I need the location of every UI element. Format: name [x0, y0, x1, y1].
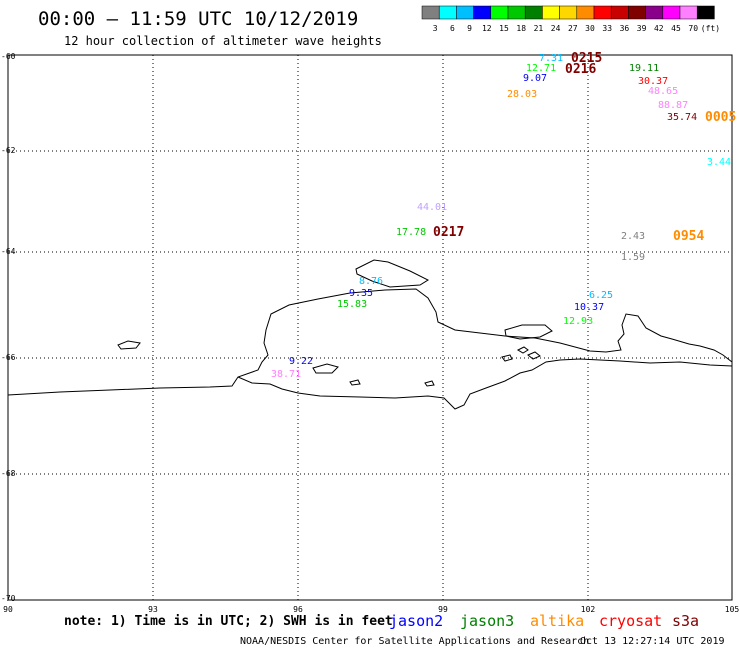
- credit-line: NOAA/NESDIS Center for Satellite Applica…: [240, 636, 589, 647]
- wave-height-label: 10.37: [574, 302, 604, 313]
- scale-label: 9: [467, 24, 472, 33]
- scale-swatch: [524, 5, 543, 20]
- pass-time-label: 0005: [705, 110, 736, 125]
- scale-label: 6: [450, 24, 455, 33]
- lon-label: 96: [293, 605, 303, 614]
- scale-label: 3: [433, 24, 438, 33]
- wave-height-label: 48.65: [648, 86, 678, 97]
- legend-cryosat: cryosat: [599, 612, 662, 630]
- wave-height-label: 3.44: [707, 157, 731, 168]
- wave-height-label: 12.93: [563, 316, 593, 327]
- scale-label: 24: [551, 24, 561, 33]
- scale-swatch: [473, 5, 492, 20]
- map-frame: [7, 54, 733, 601]
- scale-label: 39: [637, 24, 647, 33]
- timestamp: Oct 13 12:27:14 UTC 2019: [580, 636, 725, 647]
- scale-swatch: [576, 5, 595, 20]
- legend-jason2: jason2: [389, 612, 443, 630]
- scale-swatch: [490, 5, 509, 20]
- wave-height-label: 38.71: [271, 369, 301, 380]
- scale-label: 12: [482, 24, 492, 33]
- wave-height-label: 12.71: [526, 63, 556, 74]
- scale-swatch: [507, 5, 526, 20]
- scale-swatch: [456, 5, 474, 20]
- scale-swatch: [593, 5, 612, 20]
- wave-height-label: 44.01: [417, 202, 447, 213]
- wave-height-label: 17.78: [396, 227, 426, 238]
- coastline: [7, 259, 733, 410]
- lon-label: 99: [438, 605, 448, 614]
- scale-swatch: [610, 5, 629, 20]
- color-scale: 3 6 9 12 15 18 21 24 27 30 33 36 39 42 45 70 (ft): [421, 5, 720, 33]
- lon-label: 93: [148, 605, 158, 614]
- wave-height-label: 9.22: [289, 356, 313, 367]
- scale-label: 15: [499, 24, 509, 33]
- wave-height-label: 8.76: [359, 276, 383, 287]
- scale-swatch: [662, 5, 681, 20]
- lat-label: -68: [1, 469, 16, 478]
- scale-swatch: [438, 5, 457, 20]
- wave-height-label: 28.03: [507, 89, 537, 100]
- lon-label: 102: [581, 605, 596, 614]
- scale-swatch: [628, 5, 646, 20]
- pass-time-label: 0217: [433, 225, 464, 240]
- scale-swatch: [559, 5, 578, 20]
- scale-label: 27: [568, 24, 578, 33]
- wave-height-label: 6.25: [589, 290, 613, 301]
- wave-height-label: 2.43: [621, 231, 645, 242]
- map-title: 00:00 – 11:59 UTC 10/12/2019: [38, 8, 358, 30]
- pass-time-label: 0216: [565, 62, 596, 77]
- wave-height-label: 9.35: [349, 288, 373, 299]
- graticule: [8, 55, 732, 600]
- wave-height-label: 1.59: [621, 252, 645, 263]
- scale-label: 33: [602, 24, 612, 33]
- scale-swatch: [696, 5, 715, 20]
- lat-label: -60: [1, 52, 16, 61]
- lat-label: -70: [1, 594, 16, 603]
- scale-swatch: [645, 5, 664, 20]
- lat-label: -64: [1, 247, 16, 256]
- wave-height-label: 30.37: [638, 76, 668, 87]
- scale-label: 42: [654, 24, 664, 33]
- wave-height-label: 88.87: [658, 100, 688, 111]
- scale-label: 18: [516, 24, 526, 33]
- wave-height-label: 7.31: [539, 53, 563, 64]
- scale-label: 70: [688, 24, 698, 33]
- legend-s3a: s3a: [672, 612, 699, 630]
- scale-label: 30: [585, 24, 595, 33]
- scale-label: 21: [534, 24, 544, 33]
- scale-label: 36: [620, 24, 630, 33]
- scale-swatch: [421, 5, 440, 20]
- legend-altika: altika: [530, 612, 584, 630]
- scale-swatch: [542, 5, 560, 20]
- lat-label: -62: [1, 146, 16, 155]
- wave-height-label: 15.83: [337, 299, 367, 310]
- scale-label: 45: [671, 24, 681, 33]
- lon-label: 105: [725, 605, 740, 614]
- wave-height-label: 19.11: [629, 63, 659, 74]
- lon-label: 90: [3, 605, 13, 614]
- axis-labels: 90 93 96 99 102 105 -60 -62 -64 -66 -68 -70: [1, 52, 739, 614]
- wave-height-label: 9.07: [523, 73, 547, 84]
- legend-jason3: jason3: [460, 612, 514, 630]
- pass-time-label: 0954: [673, 229, 704, 244]
- map-subtitle: 12 hour collection of altimeter wave hei…: [64, 34, 382, 48]
- wave-height-label: 35.74: [667, 112, 697, 123]
- lat-label: -66: [1, 353, 16, 362]
- pass-time-label: 0215: [571, 51, 602, 66]
- footer-note: note: 1) Time is in UTC; 2) SWH is in fe…: [64, 614, 393, 629]
- scale-label: (ft): [701, 24, 720, 33]
- satellite-legend: jason2 jason3 altika cryosat s3a: [389, 612, 699, 630]
- scale-swatch: [679, 5, 698, 20]
